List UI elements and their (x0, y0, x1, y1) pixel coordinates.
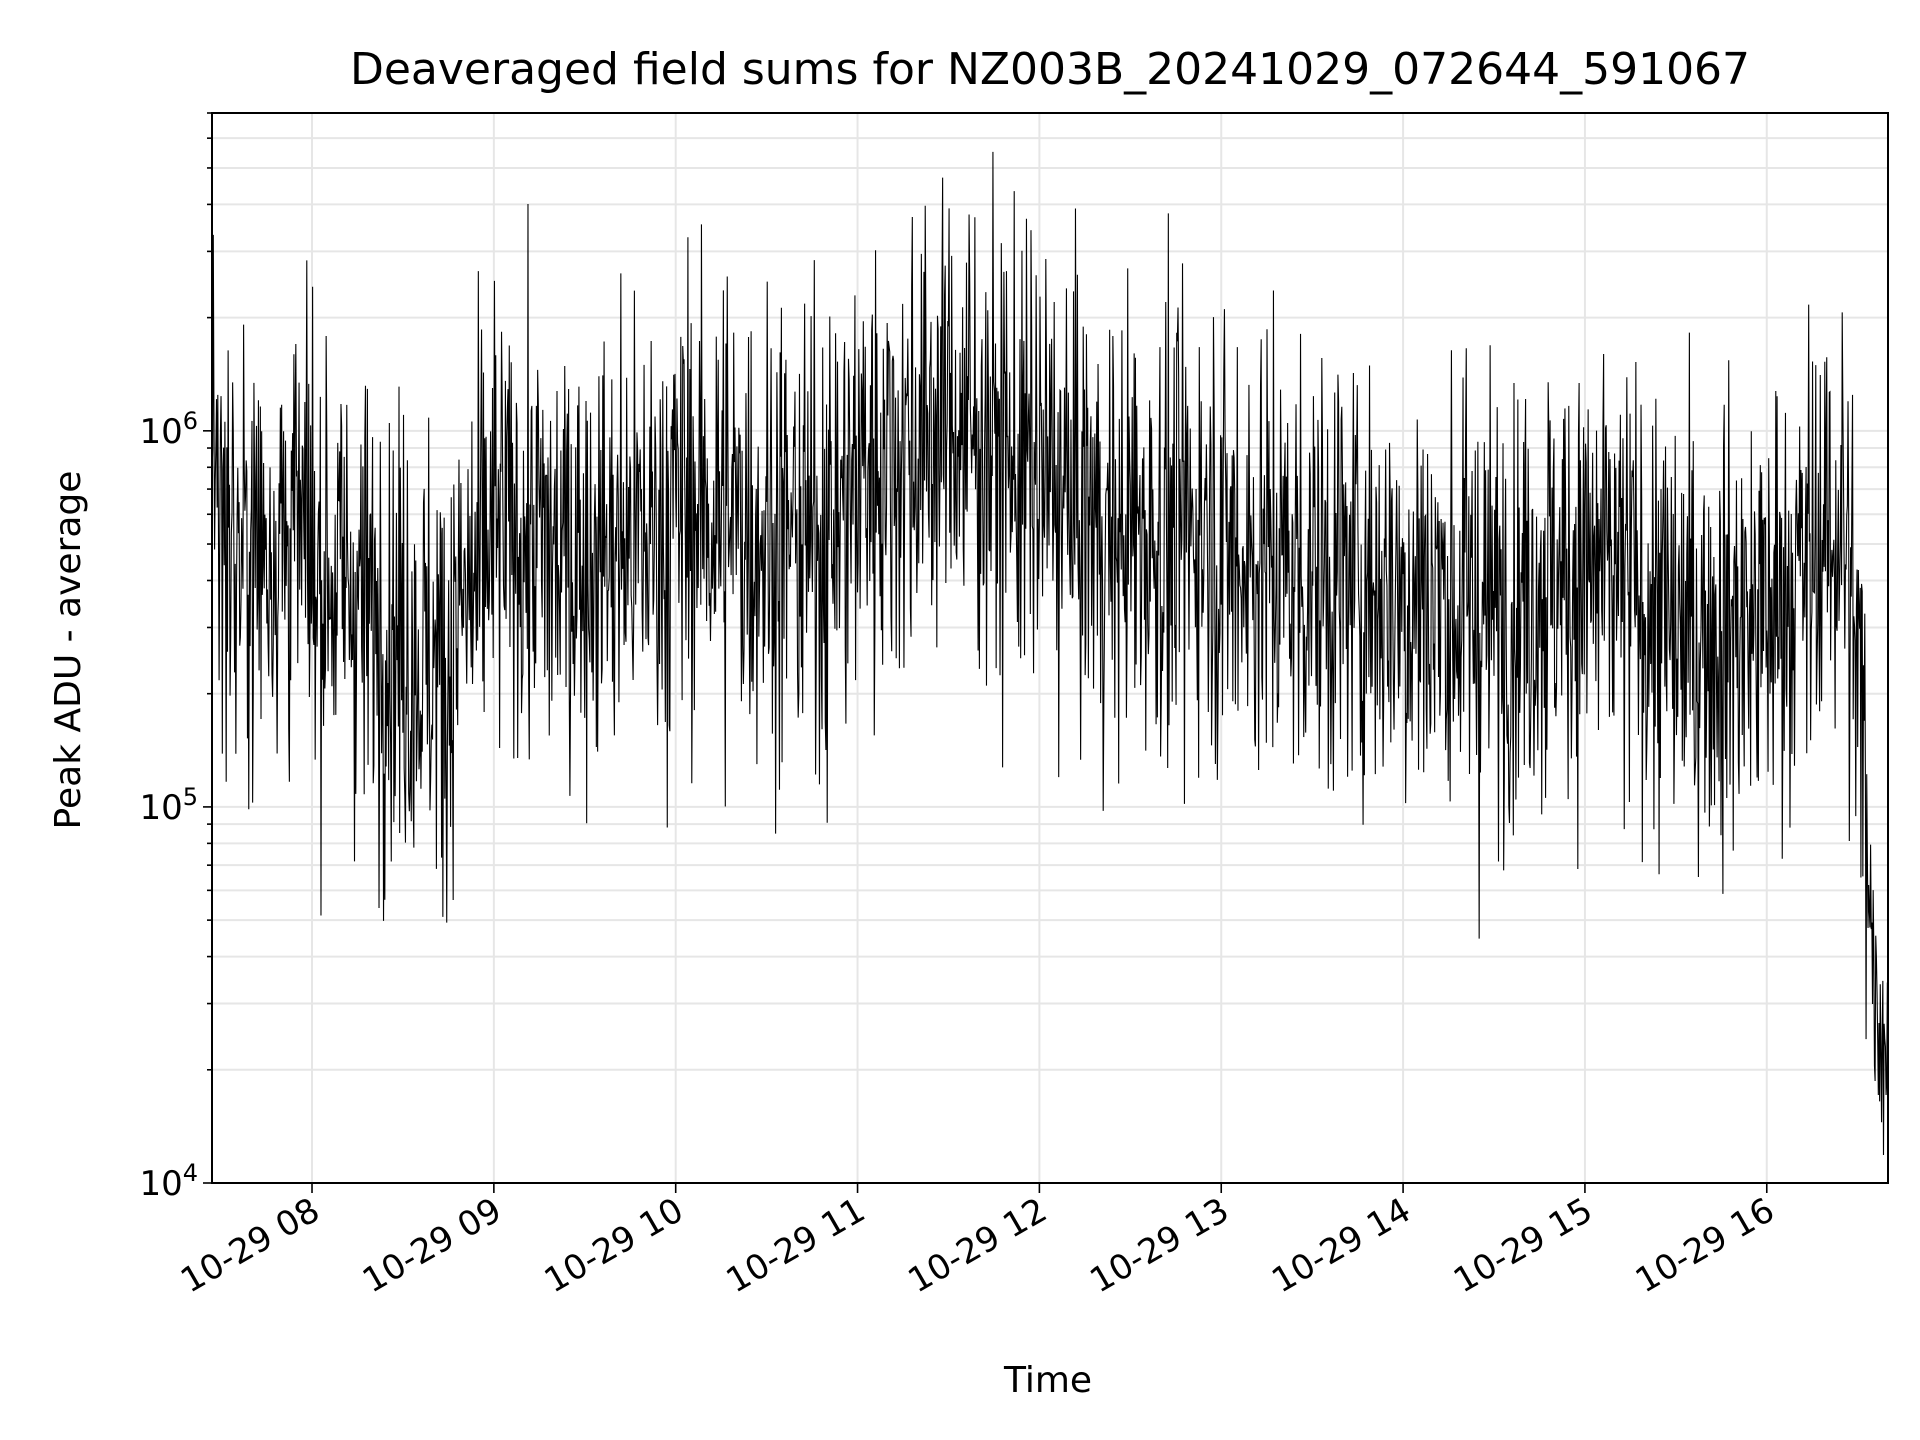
x-tick-label: 10-29 13 (1083, 1190, 1235, 1301)
x-tick-label: 10-29 08 (174, 1190, 326, 1301)
x-tick-label: 10-29 12 (901, 1190, 1053, 1301)
x-tick-label: 10-29 16 (1629, 1190, 1781, 1301)
x-tick-label: 10-29 09 (356, 1190, 508, 1301)
plot-area-frame (211, 112, 1889, 1184)
series-line (211, 151, 1889, 1155)
x-tick-label: 10-29 11 (720, 1190, 872, 1301)
x-tick-label: 10-29 14 (1265, 1190, 1417, 1301)
x-tick-label: 10-29 10 (538, 1190, 690, 1301)
y-tick-label: 104 (139, 1159, 198, 1204)
y-tick-label: 105 (139, 783, 198, 828)
grid-lines (212, 112, 1888, 1184)
x-tick-label: 10-29 15 (1447, 1190, 1599, 1301)
y-tick-label: 106 (139, 407, 198, 452)
y-axis-label: Peak ADU - average (48, 471, 89, 830)
x-axis-label: Time (1003, 1360, 1092, 1401)
chart-title: Deaveraged field sums for NZ003B_2024102… (350, 44, 1750, 95)
